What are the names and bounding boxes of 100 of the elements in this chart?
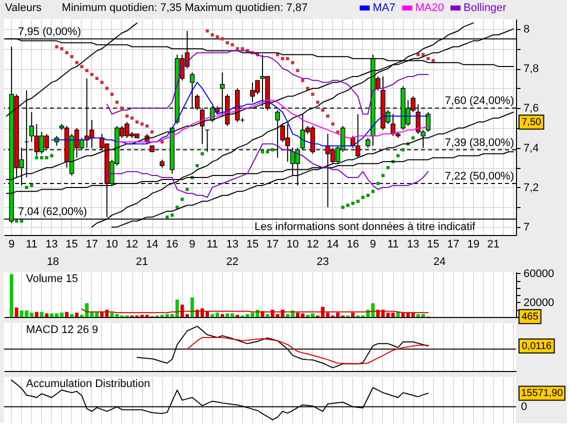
x-tick-label: 13 bbox=[406, 238, 420, 250]
point bbox=[170, 214, 174, 217]
point bbox=[135, 120, 139, 124]
point bbox=[25, 186, 28, 190]
point bbox=[40, 156, 44, 160]
x-tick-label: 19 bbox=[467, 238, 480, 250]
point bbox=[366, 194, 370, 197]
point bbox=[70, 55, 74, 58]
point bbox=[140, 122, 144, 126]
x-tick-label: 21 bbox=[487, 238, 500, 250]
point bbox=[65, 51, 68, 54]
y-tick-label: 7 bbox=[524, 222, 530, 234]
point bbox=[200, 152, 204, 156]
text: 18 bbox=[46, 256, 60, 268]
x-tick-label: 14 bbox=[326, 238, 339, 250]
point bbox=[20, 220, 24, 223]
point bbox=[432, 59, 435, 62]
bar bbox=[396, 312, 400, 317]
text: 15571,90 bbox=[521, 388, 564, 400]
point bbox=[216, 35, 219, 38]
point bbox=[196, 164, 199, 168]
x-tick-label: 13 bbox=[46, 238, 58, 250]
point bbox=[386, 166, 390, 170]
bar bbox=[351, 312, 355, 317]
point bbox=[426, 57, 430, 60]
point bbox=[105, 86, 108, 90]
point bbox=[356, 200, 360, 203]
text: 0,0116 bbox=[522, 340, 552, 352]
chart-title: Valeurs bbox=[5, 2, 42, 14]
x-tick-label: 15 bbox=[246, 238, 259, 250]
x-tick-label: 14 bbox=[146, 238, 158, 250]
point bbox=[301, 78, 304, 82]
point bbox=[281, 57, 284, 60]
ref-line-label: 7,22 (50,00%) bbox=[444, 170, 514, 182]
bar bbox=[64, 312, 68, 317]
point bbox=[50, 154, 54, 158]
bar bbox=[75, 312, 79, 317]
y-tick-label: 7,2 bbox=[524, 182, 539, 194]
point bbox=[296, 68, 300, 72]
bar bbox=[34, 312, 38, 317]
point bbox=[110, 92, 114, 96]
point bbox=[130, 116, 134, 120]
chart-title: Accumulation Distribution bbox=[26, 378, 150, 390]
text: 22 bbox=[226, 256, 239, 268]
point bbox=[55, 45, 58, 48]
x-tick-label: 17 bbox=[266, 238, 279, 250]
y-tick-label: 7,6 bbox=[524, 102, 539, 115]
point bbox=[291, 61, 294, 64]
legend-label: MA7 bbox=[372, 2, 396, 14]
point bbox=[376, 182, 380, 186]
point bbox=[270, 148, 274, 152]
ref-line-label: 7,60 (24,00%) bbox=[444, 95, 514, 108]
x-tick-label: 16 bbox=[166, 238, 178, 250]
x-tick-label: 15 bbox=[427, 238, 440, 250]
point bbox=[180, 198, 184, 201]
point bbox=[206, 29, 209, 32]
point bbox=[351, 202, 354, 205]
point bbox=[45, 156, 48, 160]
x-tick-label: 17 bbox=[447, 238, 460, 250]
point bbox=[260, 150, 264, 154]
x-tick-label: 11 bbox=[387, 238, 399, 250]
point bbox=[276, 53, 280, 56]
ref-line-label: 0 bbox=[521, 400, 528, 413]
point bbox=[341, 206, 344, 209]
y-tick-label: 7,4 bbox=[524, 142, 539, 154]
point bbox=[100, 80, 104, 84]
point bbox=[316, 100, 320, 104]
bar bbox=[266, 314, 270, 317]
point bbox=[286, 57, 290, 60]
point bbox=[321, 108, 324, 112]
point bbox=[150, 130, 154, 134]
point bbox=[331, 122, 334, 126]
point bbox=[401, 148, 405, 152]
x-tick-label: 17 bbox=[86, 238, 98, 250]
point bbox=[381, 174, 385, 178]
x-tick-label: 9 bbox=[189, 238, 196, 250]
chart-title: Volume 15 bbox=[26, 273, 78, 285]
x-tick-label: 15 bbox=[66, 238, 78, 250]
point bbox=[226, 41, 229, 44]
point bbox=[346, 204, 350, 207]
point bbox=[306, 86, 310, 90]
x-tick-label: 13 bbox=[226, 238, 239, 250]
point bbox=[326, 114, 330, 118]
point bbox=[145, 124, 149, 128]
chart-subtitle: Minimum quotidien: 7,35 Maximum quotidien: 7,87 bbox=[62, 2, 308, 14]
point bbox=[210, 33, 214, 36]
bar bbox=[40, 312, 44, 317]
point bbox=[60, 47, 64, 50]
point bbox=[230, 43, 234, 46]
ref-line-label: 7,04 (62,00%) bbox=[18, 206, 88, 218]
point bbox=[75, 61, 78, 64]
x-tick-label: 12 bbox=[126, 238, 138, 250]
x-tick-label: 11 bbox=[206, 238, 218, 250]
ref-line-label: 7,39 (38,00%) bbox=[444, 136, 514, 149]
bar bbox=[44, 313, 48, 317]
x-tick-label: 9 bbox=[8, 238, 15, 250]
x-tick-label: 9 bbox=[370, 238, 376, 250]
point bbox=[90, 72, 94, 76]
point bbox=[371, 190, 375, 193]
point bbox=[95, 76, 98, 80]
